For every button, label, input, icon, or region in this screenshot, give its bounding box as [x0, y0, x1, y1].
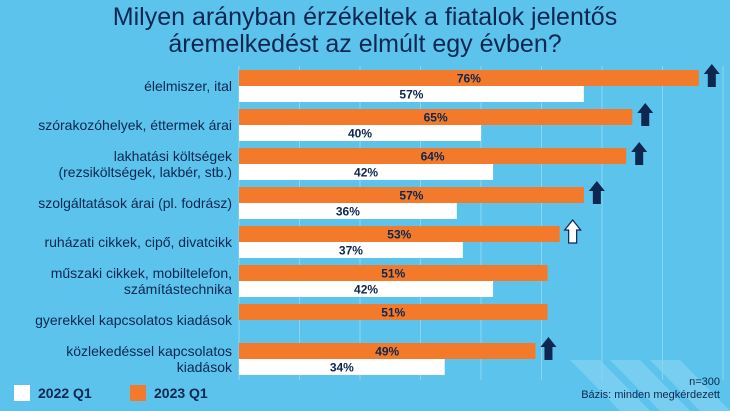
- category-label: műszaki cikkek, mobiltelefon, számítástec…: [51, 265, 232, 297]
- category-label-line: lakhatási költségek: [113, 148, 232, 164]
- category-label-line: szolgáltatások árai (pl. fodrász): [38, 195, 232, 211]
- data-label-2023: 49%: [375, 345, 399, 359]
- bar-2022: [239, 242, 463, 258]
- category-label-line: közlekedéssel kapcsolatos: [66, 343, 232, 359]
- category-label: élelmiszer, ital: [144, 78, 232, 94]
- category-label-line: számítástechnika: [123, 281, 232, 297]
- decorative-stripes: [570, 360, 730, 411]
- arrow-up-outline-icon: [563, 219, 582, 244]
- data-label-2022: 37%: [339, 244, 363, 258]
- title-line-2: áremelkedést az elmúlt egy évben?: [168, 30, 562, 58]
- data-label-2023: 57%: [399, 189, 423, 203]
- bar-2023: [239, 109, 633, 125]
- category-label: közlekedéssel kapcsolatos kiadások: [66, 343, 232, 375]
- arrow-up-icon: [637, 103, 654, 126]
- category-label: gyerekkel kapcsolatos kiadások: [35, 312, 232, 328]
- legend-swatch-2023: [130, 385, 146, 401]
- data-label-2022: 42%: [354, 166, 378, 180]
- bar-2022: [239, 125, 481, 141]
- bar-2023: [239, 304, 548, 320]
- footnote: n=300 Bázis: minden megkérdezett: [581, 376, 720, 402]
- data-label-2023: 53%: [387, 228, 411, 242]
- legend-item-2022: 2022 Q1: [14, 385, 92, 401]
- arrow-up-icon: [588, 181, 605, 204]
- data-label-2023: 51%: [381, 306, 405, 320]
- category-label: szolgáltatások árai (pl. fodrász): [38, 195, 232, 211]
- data-label-2022: 57%: [399, 88, 423, 102]
- base-note: Bázis: minden megkérdezett: [581, 389, 720, 401]
- bar-2023: [239, 148, 627, 164]
- bars: 76%57%65%40%64%42%57%36%53%37%51%42%51%4…: [239, 70, 699, 375]
- data-label-2022: 40%: [348, 127, 372, 141]
- bar-2023: [239, 343, 536, 359]
- bar-2023: [239, 226, 560, 242]
- data-label-2023: 64%: [421, 150, 445, 164]
- bar-2022: [239, 203, 457, 219]
- bar-2022: [239, 359, 445, 375]
- title-line-1: Milyen arányban érzékeltek a fiatalok je…: [112, 3, 618, 31]
- change-arrows: [540, 64, 720, 360]
- category-label-line: műszaki cikkek, mobiltelefon,: [50, 265, 232, 281]
- category-label-line: ruházati cikkek, cipő, divatcikk: [44, 234, 232, 250]
- data-label-2022: 34%: [330, 361, 354, 375]
- category-label: szórakozóhelyek, éttermek árai: [38, 117, 232, 133]
- bar-2022: [239, 281, 494, 297]
- data-label-2022: 36%: [336, 205, 360, 219]
- category-label-line: élelmiszer, ital: [144, 78, 232, 94]
- data-label-2023: 76%: [457, 72, 481, 86]
- category-label: ruházati cikkek, cipő, divatcikk: [44, 234, 232, 250]
- bar-2022: [239, 86, 584, 102]
- chart-title: Milyen arányban érzékeltek a fiatalok je…: [0, 4, 730, 58]
- legend-item-2023: 2023 Q1: [130, 385, 208, 401]
- bar-2023: [239, 265, 548, 281]
- legend-swatch-2022: [14, 385, 30, 401]
- data-label-2023: 51%: [381, 267, 405, 281]
- arrow-up-icon: [631, 142, 648, 165]
- sample-size: n=300: [689, 376, 720, 388]
- category-label-line: gyerekkel kapcsolatos kiadások: [35, 312, 232, 328]
- legend-label-2023: 2023 Q1: [154, 385, 208, 401]
- arrow-up-icon: [540, 337, 557, 360]
- bar-2023: [239, 187, 584, 203]
- category-label-line: kiadások: [176, 359, 232, 375]
- category-label-line: szórakozóhelyek, éttermek árai: [38, 117, 232, 133]
- arrow-up-icon: [703, 64, 720, 87]
- category-label-line: (rezsiköltségek, lakbér, stb.): [58, 164, 232, 180]
- bar-2022: [239, 164, 494, 180]
- bar-2023: [239, 70, 699, 86]
- data-label-2023: 65%: [424, 111, 448, 125]
- legend-label-2022: 2022 Q1: [38, 385, 92, 401]
- category-label: lakhatási költségek (rezsiköltségek, lakb…: [58, 148, 232, 180]
- data-label-2022: 42%: [354, 283, 378, 297]
